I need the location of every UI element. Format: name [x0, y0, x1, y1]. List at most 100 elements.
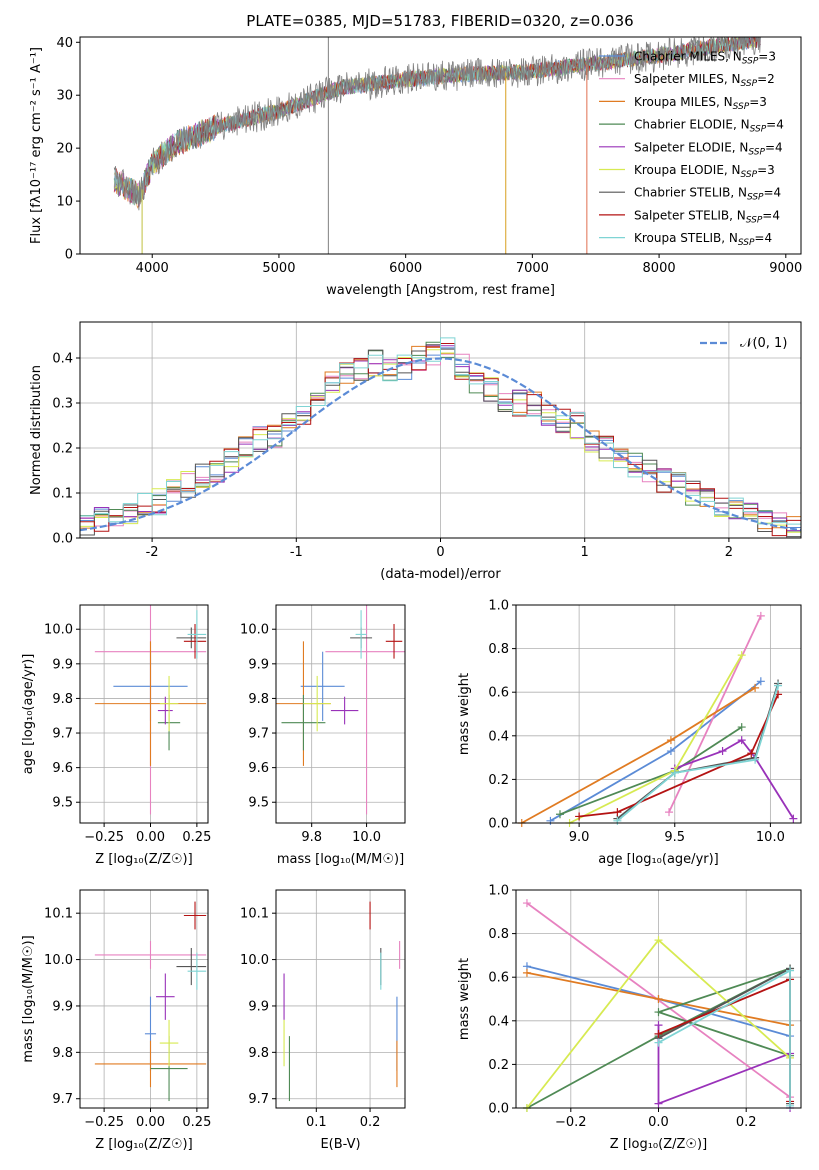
x-tick-label: 10.0 — [756, 830, 785, 845]
y-tick-label: 0.0 — [52, 532, 73, 547]
y-tick-label: 10.0 — [240, 953, 269, 968]
y-tick-label: 20 — [56, 142, 73, 157]
series-marker — [654, 1008, 663, 1017]
x-tick-label: -1 — [290, 545, 303, 560]
x-axis-label: Z [log₁₀(Z/Z☉)] — [95, 1137, 192, 1152]
series-marker — [654, 1029, 663, 1038]
series-marker — [575, 812, 584, 821]
histogram-step — [80, 337, 801, 525]
series-marker — [654, 1038, 663, 1047]
axes-frame — [79, 889, 209, 1109]
x-tick-label: 0 — [436, 545, 444, 560]
y-tick-label: 0.4 — [488, 729, 509, 744]
series-line — [549, 680, 762, 822]
x-tick-label: 9.0 — [569, 830, 590, 845]
series-line — [616, 685, 779, 822]
histograms — [80, 337, 801, 538]
x-tick-label: 0.1 — [306, 1115, 327, 1130]
series-marker — [756, 677, 765, 686]
axes-frame — [79, 36, 802, 255]
y-axis-label: mass weight — [457, 958, 472, 1040]
series-marker — [613, 808, 622, 817]
data-point — [303, 675, 331, 732]
series-marker — [670, 768, 679, 777]
y-tick-label: 9.8 — [52, 692, 73, 707]
y-tick-label: 9.7 — [248, 1092, 269, 1107]
axes-frame — [515, 604, 802, 824]
series-marker — [666, 747, 675, 756]
y-tick-label: 9.5 — [248, 796, 269, 811]
axes-frame — [275, 889, 406, 1109]
error-bars — [94, 901, 207, 1102]
data-point — [330, 696, 359, 725]
y-tick-label: 1.0 — [488, 884, 509, 899]
age-vs-z-panel: −0.25 0.00 0.25 9.5 9.6 9.7 9.8 9.9 10.0 Z [log₁₀… — [21, 604, 211, 867]
x-axis-label: (data-model)/error — [380, 567, 501, 582]
y-axis-label: Flux [fλ10⁻¹⁷ erg cm⁻² s⁻¹ A⁻¹] — [29, 47, 44, 244]
x-tick-label: −0.25 — [84, 830, 124, 845]
legend-label: 𝒩(0, 1) — [740, 336, 787, 351]
series-line — [657, 1025, 791, 1108]
data-point — [156, 973, 175, 1020]
data-point — [183, 901, 207, 930]
y-tick-label: 9.9 — [248, 657, 269, 672]
series-line — [578, 694, 779, 818]
y-tick-label: 0.4 — [52, 352, 73, 367]
x-tick-label: 0.00 — [136, 830, 165, 845]
x-tick-label: −0.2 — [555, 1115, 587, 1130]
y-tick-label: 9.8 — [248, 1046, 269, 1061]
y-tick-label: 9.9 — [52, 999, 73, 1014]
x-axis-label: mass [log₁₀(M/M☉)] — [277, 852, 404, 867]
series-marker — [654, 995, 663, 1003]
series-marker — [751, 683, 760, 692]
series-line — [559, 726, 743, 816]
data-point — [94, 641, 207, 766]
y-axis-label: age [log₁₀(age/yr)] — [21, 654, 36, 775]
legend-label: Chabrier ELODIE, NSSP=4 — [634, 118, 784, 135]
series-marker — [737, 736, 746, 745]
error-bars — [283, 901, 401, 1102]
series-marker — [654, 936, 663, 945]
series-line — [668, 615, 762, 813]
y-tick-label: 10.0 — [44, 623, 73, 638]
x-tick-label: 4000 — [136, 261, 169, 276]
series-lines — [517, 611, 798, 827]
y-tick-label: 9.9 — [52, 657, 73, 672]
error-bars — [276, 605, 405, 815]
series-marker — [751, 755, 760, 764]
x-tick-label: 9.5 — [664, 830, 685, 845]
x-axis-label: Z [log₁₀(Z/Z☉)] — [610, 1137, 707, 1152]
x-tick-label: 0.00 — [136, 1115, 165, 1130]
series-marker — [522, 968, 531, 977]
y-tick-label: 0.8 — [488, 927, 509, 942]
data-point — [157, 696, 173, 725]
series-marker — [718, 747, 727, 756]
y-tick-label: 0.8 — [488, 642, 509, 657]
y-axis-label: mass weight — [457, 673, 472, 755]
x-axis-label: E(B-V) — [320, 1137, 360, 1152]
mass-weight-vs-age-panel: 9.0 9.5 10.0 0.0 0.2 0.4 0.6 0.8 1.0 age [log₁₀(a… — [457, 599, 802, 867]
series-marker — [546, 816, 555, 825]
y-tick-label: 0.3 — [52, 397, 73, 412]
y-tick-label: 0.4 — [488, 1014, 509, 1029]
series-marker — [665, 808, 674, 817]
x-tick-label: 0.25 — [182, 1115, 211, 1130]
spectrum-legend: Chabrier MILES, NSSP=3 Salpeter MILES, NS… — [599, 50, 784, 248]
legend-label: Kroupa ELODIE, NSSP=3 — [634, 163, 775, 180]
series-marker — [555, 810, 564, 819]
data-point — [183, 624, 207, 659]
data-point — [159, 675, 179, 732]
y-tick-label: 10 — [56, 195, 73, 210]
series-lines — [522, 899, 795, 1112]
legend-label: Kroupa MILES, NSSP=3 — [634, 95, 767, 112]
legend-label: Salpeter ELODIE, NSSP=4 — [634, 140, 783, 157]
series-marker — [786, 1101, 795, 1110]
y-tick-label: 0 — [65, 248, 73, 263]
legend-label: Chabrier STELIB, NSSP=4 — [634, 186, 781, 203]
residuals-panel: -2 -1 0 1 2 0.0 0.1 0.2 0.3 0.4 (data-model)/error… — [29, 321, 802, 582]
series-marker — [786, 966, 795, 975]
y-tick-label: 10.1 — [240, 907, 269, 922]
y-tick-label: 10.0 — [44, 953, 73, 968]
